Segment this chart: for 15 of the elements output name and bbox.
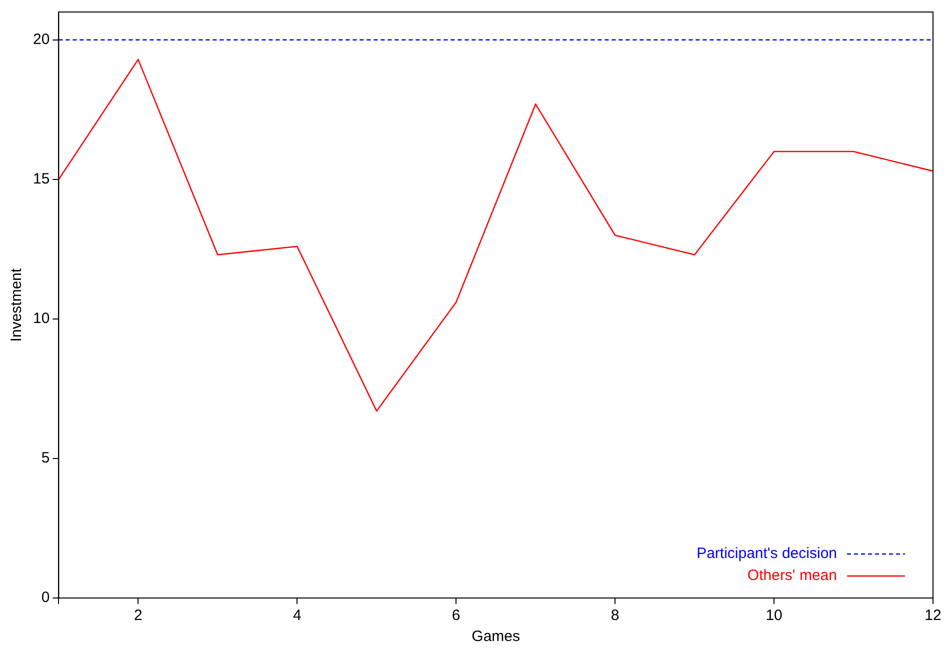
y-tick-label: 5 [41, 450, 50, 467]
legend-label: Others' mean [747, 567, 837, 584]
x-axis-title: Games [472, 628, 520, 646]
legend-label: Participant's decision [696, 545, 837, 562]
x-tick-label: 10 [766, 607, 782, 624]
y-tick-label: 10 [32, 310, 50, 328]
y-tick-label: 15 [32, 170, 50, 188]
x-tick-label: 2 [134, 607, 142, 624]
x-tick-label: 4 [292, 607, 302, 624]
y-tick-label: 0 [41, 589, 50, 606]
x-tick-label: 6 [452, 607, 460, 624]
x-tick-label: 8 [610, 607, 620, 624]
y-axis-title: Investment [8, 267, 26, 342]
y-tick-label: 20 [32, 31, 50, 48]
x-tick-label: 12 [924, 607, 942, 624]
